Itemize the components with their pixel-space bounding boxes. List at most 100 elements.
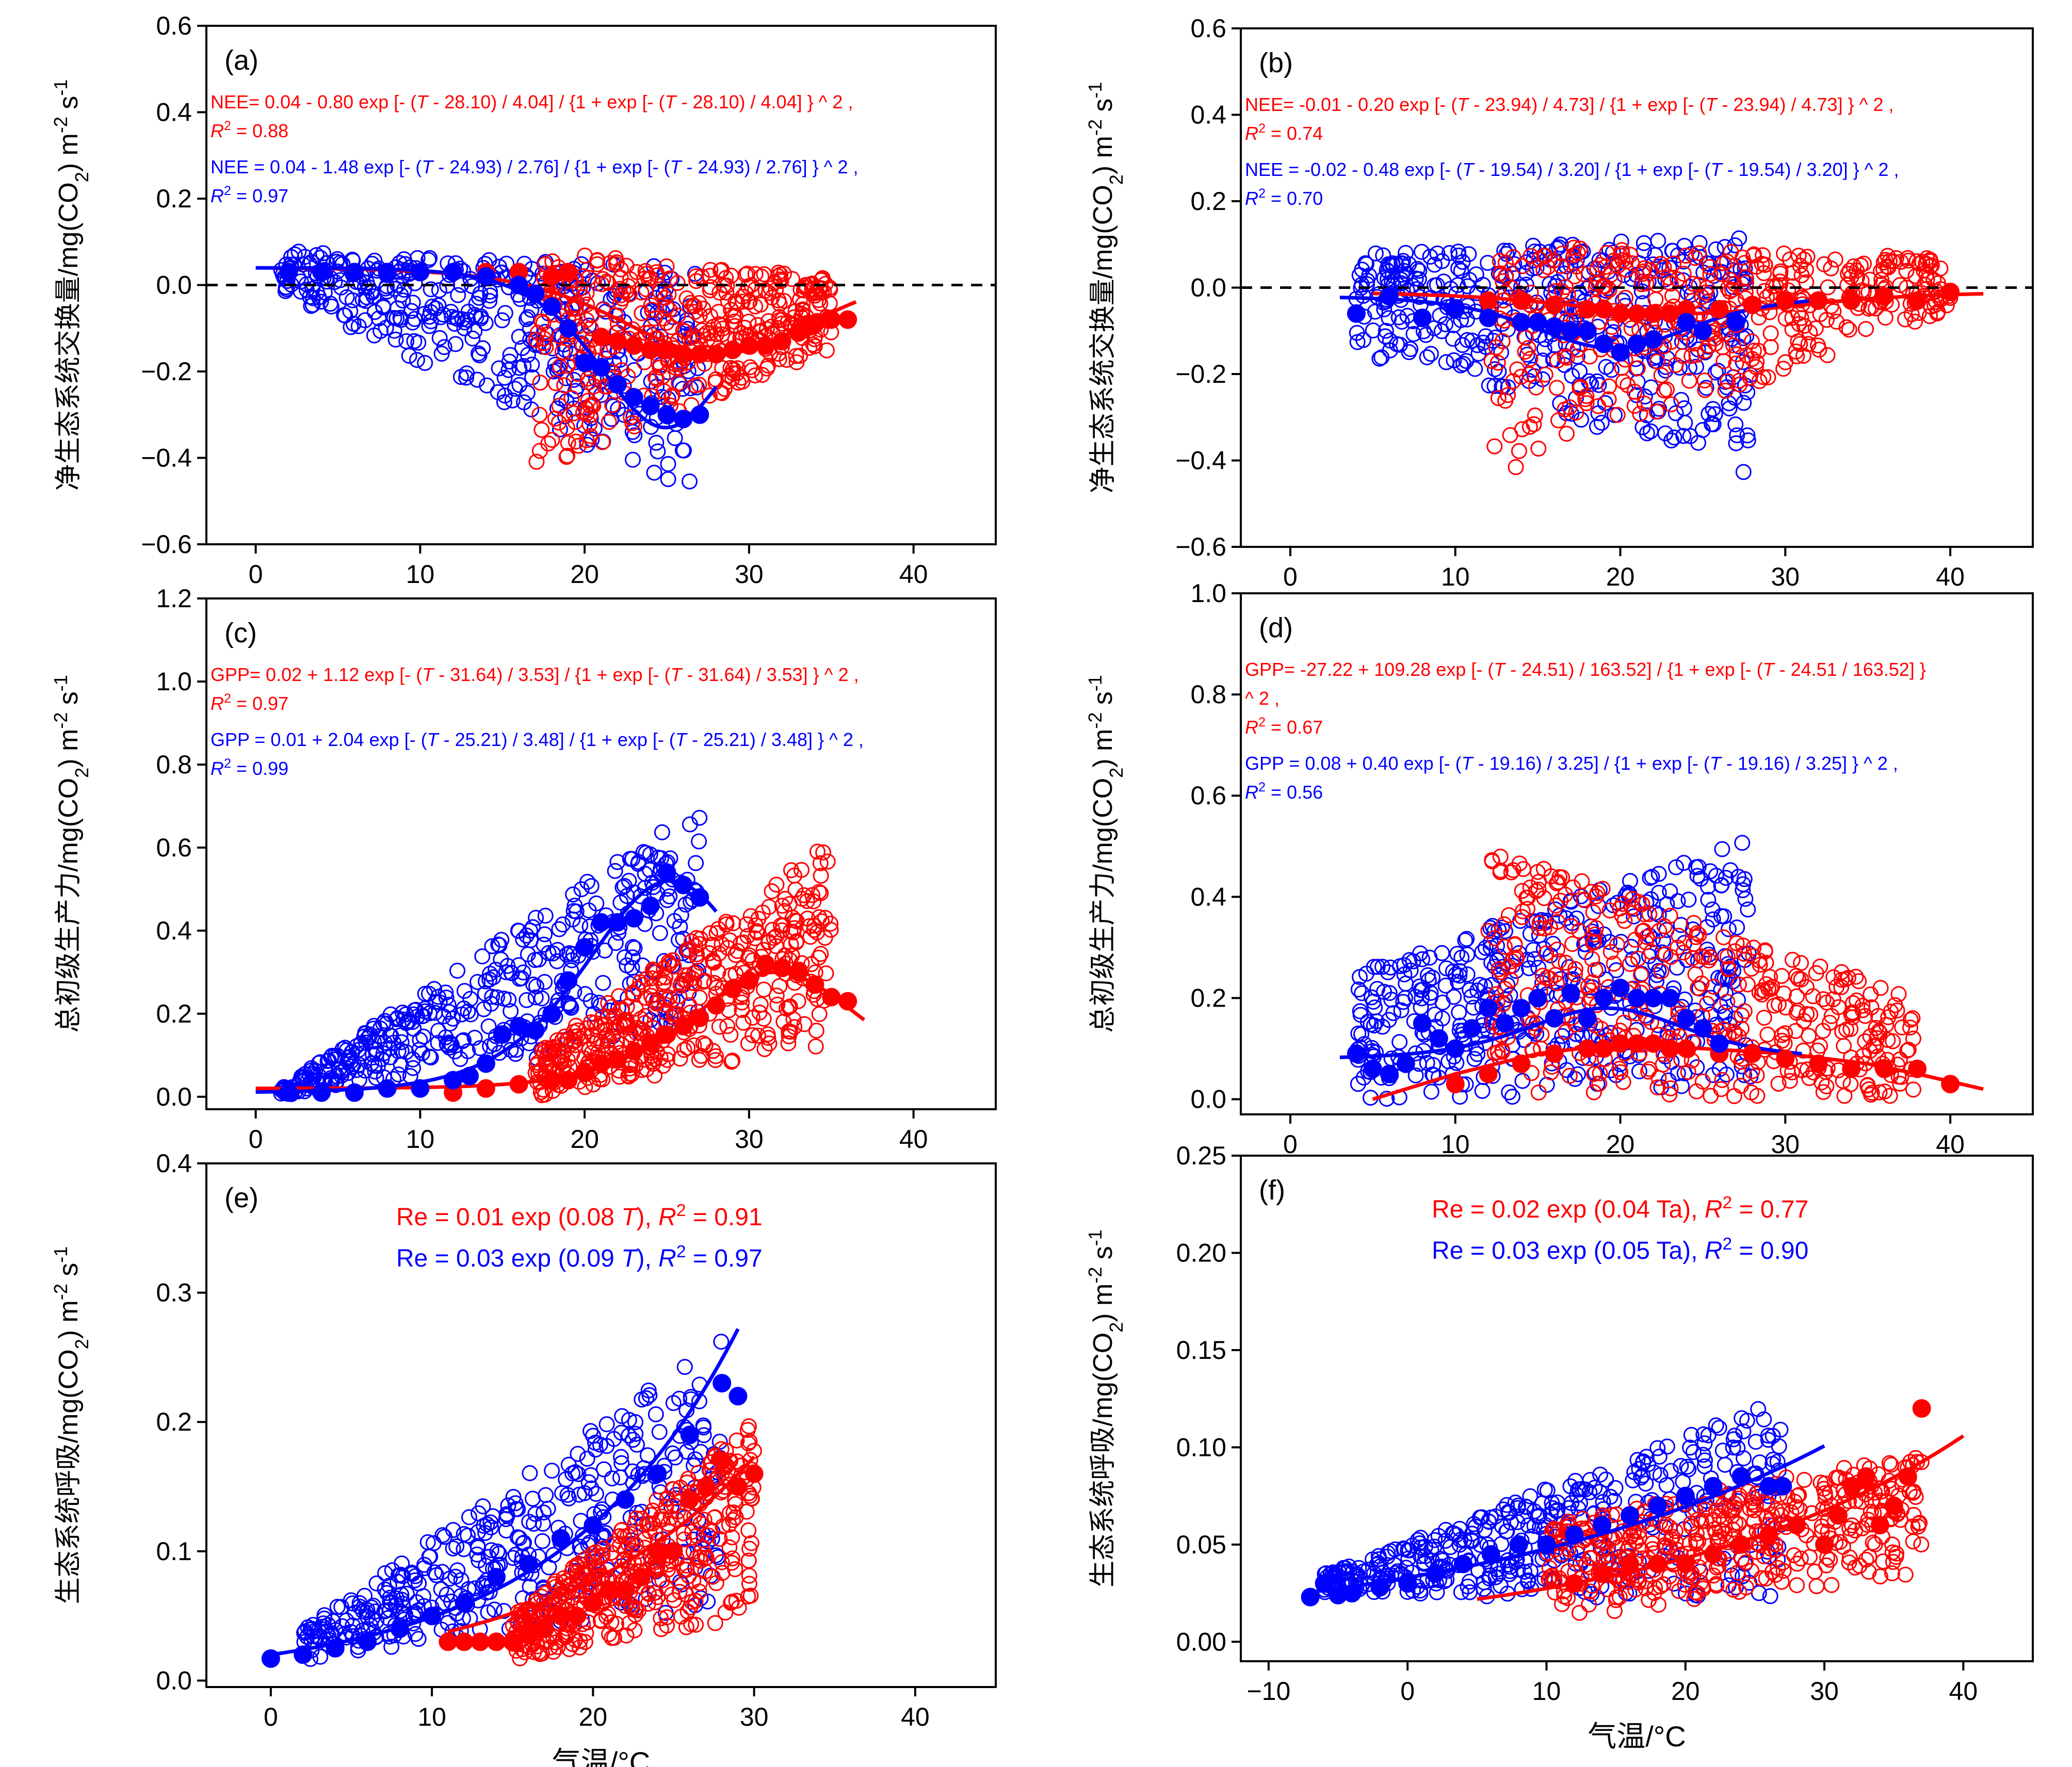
scatter-point <box>537 926 553 943</box>
binned-point <box>526 1021 545 1040</box>
binned-point <box>690 888 709 907</box>
scatter-point <box>1528 379 1544 396</box>
scatter-point <box>1571 923 1588 939</box>
scatter-point <box>605 1536 622 1552</box>
scatter-point <box>714 1554 730 1570</box>
binned-point <box>423 1607 442 1626</box>
binned-point <box>1528 988 1547 1008</box>
scatter-point <box>1367 303 1383 320</box>
scatter-point <box>1747 1434 1764 1450</box>
scatter-point <box>643 297 659 314</box>
scatter-point <box>661 990 678 1006</box>
scatter-point <box>1629 1452 1646 1468</box>
scatter-point <box>561 1641 577 1658</box>
scatter-point <box>528 910 544 926</box>
scatter-point <box>587 1435 604 1451</box>
scatter-point <box>1873 271 1890 288</box>
scatter-point <box>1526 1518 1543 1534</box>
scatter-point <box>1624 271 1640 287</box>
scatter-point <box>1721 283 1738 300</box>
binned-point <box>624 388 643 407</box>
scatter-point <box>588 1486 604 1502</box>
scatter-point <box>627 1600 644 1616</box>
scatter-point <box>679 1474 695 1491</box>
scatter-point <box>1493 265 1509 282</box>
scatter-point <box>1556 265 1573 282</box>
scatter-point <box>624 1066 640 1082</box>
scatter-point <box>1663 949 1679 965</box>
scatter-point <box>741 1487 758 1504</box>
scatter-point <box>624 960 640 976</box>
binned-point <box>1479 999 1498 1018</box>
scatter-point <box>691 1583 707 1600</box>
scatter-point <box>1638 934 1654 950</box>
scatter-point <box>1707 364 1724 381</box>
scatter-point <box>740 314 757 330</box>
scatter-point <box>1376 270 1393 286</box>
scatter-point <box>1482 1567 1498 1584</box>
scatter-point <box>811 884 827 900</box>
scatter-point <box>750 1027 766 1044</box>
scatter-point <box>681 997 698 1013</box>
scatter-point <box>1520 340 1536 356</box>
scatter-point <box>1665 255 1681 272</box>
scatter-point <box>684 1523 701 1540</box>
scatter-point <box>813 946 829 962</box>
scatter-point <box>1792 257 1808 274</box>
binned-point <box>444 263 463 282</box>
scatter-point <box>1472 1537 1488 1553</box>
y-tick-label: 0.4 <box>1190 882 1226 911</box>
scatter-point <box>1681 372 1697 389</box>
scatter-point <box>434 1527 451 1544</box>
binned-point <box>674 1017 693 1035</box>
scatter-point <box>595 975 611 991</box>
scatter-point <box>423 304 439 320</box>
scatter-point <box>453 1572 470 1588</box>
scatter-point <box>722 932 738 949</box>
scatter-point <box>1537 366 1553 383</box>
scatter-point <box>630 854 647 870</box>
x-tick-label: 20 <box>1606 562 1635 591</box>
binned-point <box>744 1464 764 1483</box>
scatter-point <box>1448 966 1464 983</box>
scatter-point <box>1885 1033 1901 1049</box>
scatter-point <box>1777 999 1794 1016</box>
binned-point <box>1561 983 1580 1002</box>
scatter-point <box>370 310 387 327</box>
scatter-point <box>790 993 806 1010</box>
scatter-point <box>1728 355 1744 372</box>
scatter-point <box>1559 349 1575 366</box>
y-tick-label: 0.4 <box>156 916 192 945</box>
scatter-point <box>1451 1536 1468 1553</box>
scatter-point <box>1569 348 1585 365</box>
scatter-point <box>1352 1003 1368 1019</box>
scatter-point <box>1675 266 1692 282</box>
binned-point <box>1842 1059 1861 1078</box>
scatter-point <box>617 949 633 966</box>
binned-point <box>1677 313 1696 332</box>
scatter-point <box>1549 380 1565 396</box>
binned-point <box>1660 304 1679 323</box>
binned-point <box>1462 1019 1481 1038</box>
scatter-point <box>1772 265 1789 282</box>
scatter-point <box>1777 1025 1793 1042</box>
scatter-point <box>345 316 362 332</box>
scatter-point <box>1493 344 1509 361</box>
scatter-point <box>660 286 677 302</box>
scatter-point <box>1690 980 1706 996</box>
scatter-point <box>568 1017 584 1034</box>
scatter-point <box>544 1463 560 1479</box>
scatter-point <box>1908 253 1925 269</box>
scatter-point <box>1359 1014 1376 1030</box>
scatter-point <box>1557 1024 1574 1040</box>
scatter-point <box>1828 979 1845 995</box>
scatter-point <box>1657 271 1674 288</box>
binned-point <box>1594 988 1613 1008</box>
scatter-point <box>1633 966 1649 983</box>
scatter-point <box>361 1028 378 1045</box>
scatter-point <box>346 1056 362 1072</box>
scatter-point <box>777 890 794 907</box>
scatter-point <box>1705 979 1722 995</box>
binned-point <box>1594 334 1613 353</box>
scatter-point <box>1882 1088 1898 1104</box>
